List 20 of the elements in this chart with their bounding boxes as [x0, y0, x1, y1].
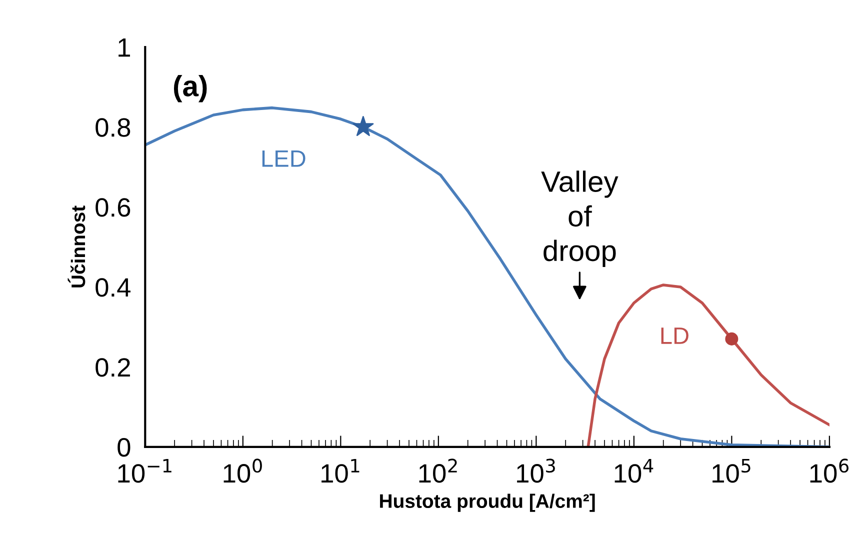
x-axis-title: Hustota proudu [A/cm²]: [380, 494, 595, 512]
x-tick-label: 10$^{0}$: [224, 458, 262, 483]
x-tick-label: 10$^{1}$: [322, 458, 360, 483]
x-tick-label: 10$^{5}$: [712, 458, 750, 483]
x-tick-label: 10$^{2}$: [419, 458, 457, 483]
x-tick-label: 10$^{−1}$: [118, 458, 172, 483]
x-tick-label: 10$^{6}$: [810, 458, 849, 483]
y-tick-label: 0: [118, 438, 130, 457]
y-tick-label: 0.2: [96, 358, 130, 377]
y-axis-title: Účinnost: [68, 206, 86, 288]
x-tick-label: 10$^{3}$: [517, 458, 555, 483]
x-tick-label: 10$^{4}$: [614, 458, 654, 483]
annotation: Valley of droop: [541, 170, 618, 267]
series-label: LED: [262, 150, 306, 167]
y-tick-label: 0.8: [96, 118, 130, 137]
y-tick-label: 1: [118, 38, 130, 57]
y-tick-label: 0.6: [96, 198, 130, 217]
annotation: (a): [174, 75, 207, 102]
series-label: LD: [661, 328, 688, 344]
y-tick-label: 0.4: [96, 278, 130, 297]
